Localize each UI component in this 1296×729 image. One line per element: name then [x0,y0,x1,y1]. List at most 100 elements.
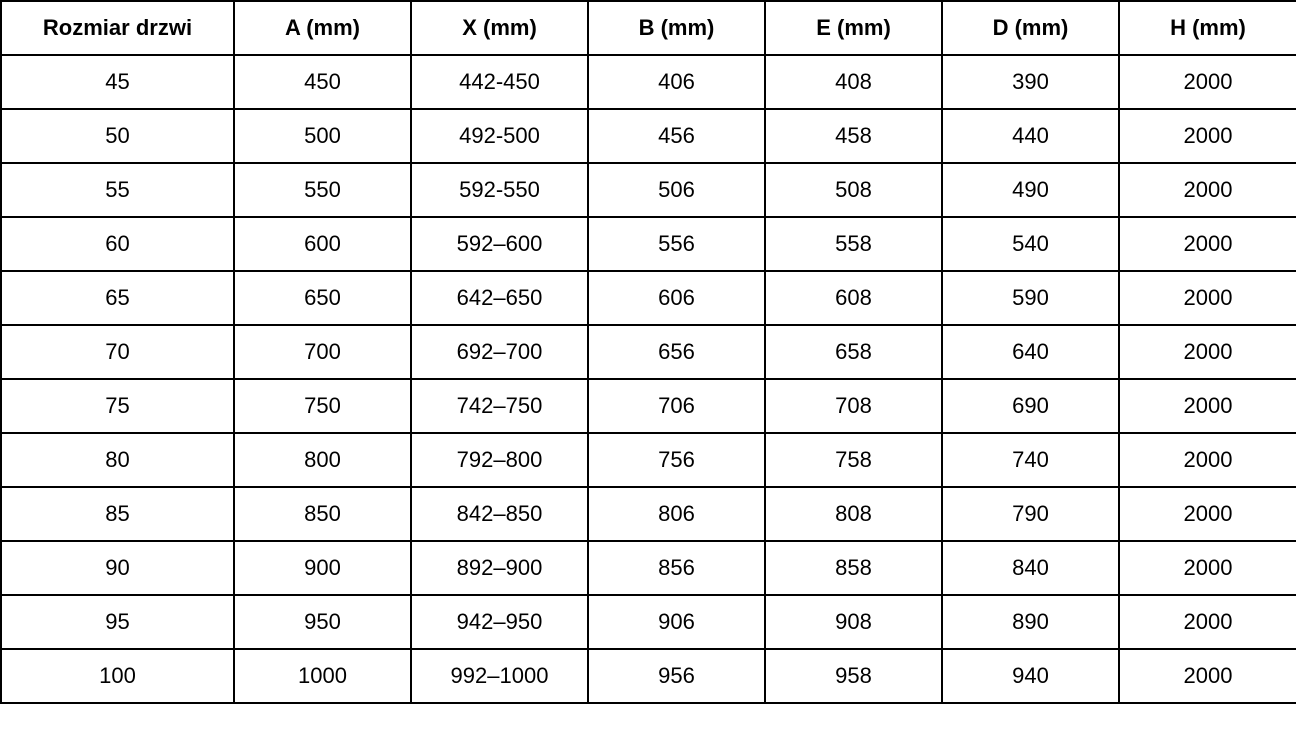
cell-d-mm: 640 [941,324,1120,380]
cell-door-size: 80 [0,432,235,488]
cell-a-mm: 950 [233,594,412,650]
column-header-h-mm: H (mm) [1118,0,1296,56]
cell-h-mm: 2000 [1118,486,1296,542]
cell-d-mm: 840 [941,540,1120,596]
door-size-table: Rozmiar drzwi A (mm) X (mm) B (mm) E (mm) D (… [0,0,1296,704]
cell-a-mm: 600 [233,216,412,272]
cell-e-mm: 408 [764,54,943,110]
cell-d-mm: 940 [941,648,1120,704]
table-row: 45 450 442-450 406 408 390 2000 [0,54,1296,110]
cell-door-size: 50 [0,108,235,164]
cell-h-mm: 2000 [1118,108,1296,164]
cell-e-mm: 508 [764,162,943,218]
cell-door-size: 85 [0,486,235,542]
cell-h-mm: 2000 [1118,162,1296,218]
cell-h-mm: 2000 [1118,378,1296,434]
table-row: 50 500 492-500 456 458 440 2000 [0,108,1296,164]
column-header-x-mm: X (mm) [410,0,589,56]
cell-d-mm: 590 [941,270,1120,326]
cell-h-mm: 2000 [1118,594,1296,650]
cell-x-mm: 592-550 [410,162,589,218]
cell-a-mm: 850 [233,486,412,542]
cell-h-mm: 2000 [1118,540,1296,596]
table-row: 55 550 592-550 506 508 490 2000 [0,162,1296,218]
cell-a-mm: 750 [233,378,412,434]
cell-h-mm: 2000 [1118,324,1296,380]
cell-e-mm: 458 [764,108,943,164]
cell-d-mm: 740 [941,432,1120,488]
cell-d-mm: 790 [941,486,1120,542]
cell-b-mm: 456 [587,108,766,164]
cell-h-mm: 2000 [1118,648,1296,704]
cell-h-mm: 2000 [1118,216,1296,272]
cell-e-mm: 708 [764,378,943,434]
cell-door-size: 90 [0,540,235,596]
cell-a-mm: 500 [233,108,412,164]
cell-e-mm: 608 [764,270,943,326]
cell-a-mm: 650 [233,270,412,326]
cell-door-size: 45 [0,54,235,110]
cell-b-mm: 706 [587,378,766,434]
table-row: 65 650 642–650 606 608 590 2000 [0,270,1296,326]
header-row: Rozmiar drzwi A (mm) X (mm) B (mm) E (mm) D (… [0,0,1296,56]
cell-a-mm: 1000 [233,648,412,704]
column-header-b-mm: B (mm) [587,0,766,56]
table-row: 85 850 842–850 806 808 790 2000 [0,486,1296,542]
cell-x-mm: 492-500 [410,108,589,164]
cell-x-mm: 692–700 [410,324,589,380]
table-row: 75 750 742–750 706 708 690 2000 [0,378,1296,434]
cell-b-mm: 556 [587,216,766,272]
cell-b-mm: 406 [587,54,766,110]
column-header-a-mm: A (mm) [233,0,412,56]
cell-h-mm: 2000 [1118,432,1296,488]
cell-x-mm: 792–800 [410,432,589,488]
cell-x-mm: 942–950 [410,594,589,650]
cell-d-mm: 890 [941,594,1120,650]
cell-e-mm: 558 [764,216,943,272]
cell-door-size: 95 [0,594,235,650]
cell-h-mm: 2000 [1118,270,1296,326]
cell-a-mm: 900 [233,540,412,596]
cell-e-mm: 858 [764,540,943,596]
cell-e-mm: 758 [764,432,943,488]
table-row: 90 900 892–900 856 858 840 2000 [0,540,1296,596]
cell-door-size: 75 [0,378,235,434]
cell-door-size: 60 [0,216,235,272]
cell-a-mm: 550 [233,162,412,218]
cell-x-mm: 642–650 [410,270,589,326]
cell-x-mm: 442-450 [410,54,589,110]
cell-h-mm: 2000 [1118,54,1296,110]
cell-e-mm: 958 [764,648,943,704]
table-row: 80 800 792–800 756 758 740 2000 [0,432,1296,488]
cell-b-mm: 606 [587,270,766,326]
cell-e-mm: 808 [764,486,943,542]
cell-b-mm: 806 [587,486,766,542]
cell-b-mm: 756 [587,432,766,488]
cell-door-size: 70 [0,324,235,380]
table-row: 70 700 692–700 656 658 640 2000 [0,324,1296,380]
table-row: 100 1000 992–1000 956 958 940 2000 [0,648,1296,704]
cell-e-mm: 658 [764,324,943,380]
cell-b-mm: 506 [587,162,766,218]
cell-x-mm: 892–900 [410,540,589,596]
cell-d-mm: 440 [941,108,1120,164]
cell-a-mm: 700 [233,324,412,380]
cell-d-mm: 390 [941,54,1120,110]
column-header-d-mm: D (mm) [941,0,1120,56]
cell-d-mm: 690 [941,378,1120,434]
cell-b-mm: 656 [587,324,766,380]
cell-door-size: 65 [0,270,235,326]
table-row: 95 950 942–950 906 908 890 2000 [0,594,1296,650]
cell-x-mm: 842–850 [410,486,589,542]
cell-x-mm: 592–600 [410,216,589,272]
column-header-door-size: Rozmiar drzwi [0,0,235,56]
cell-x-mm: 992–1000 [410,648,589,704]
cell-d-mm: 490 [941,162,1120,218]
column-header-e-mm: E (mm) [764,0,943,56]
cell-x-mm: 742–750 [410,378,589,434]
cell-a-mm: 450 [233,54,412,110]
cell-a-mm: 800 [233,432,412,488]
cell-b-mm: 906 [587,594,766,650]
cell-d-mm: 540 [941,216,1120,272]
cell-b-mm: 856 [587,540,766,596]
